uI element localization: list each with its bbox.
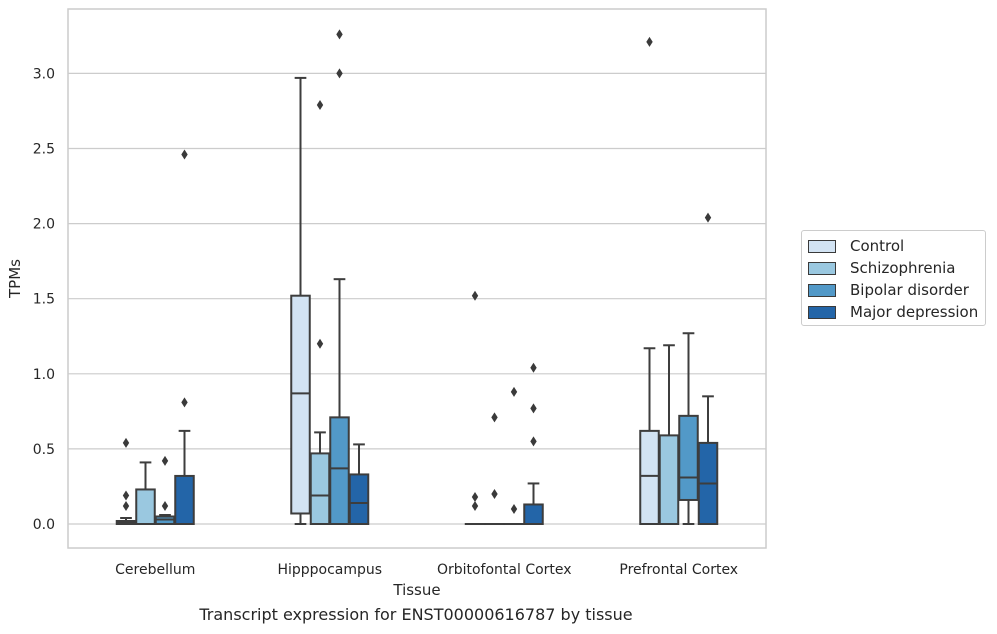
box-hipppocampus-schizophrenia-outlier-0 bbox=[316, 338, 324, 349]
box-cerebellum-bipolar-disorder-outlier-0 bbox=[161, 500, 169, 511]
box-orbitofontal-cortex-schizophrenia-outlier-1 bbox=[491, 412, 498, 423]
x-tick-label-orbitofontal-cortex: Orbitofontal Cortex bbox=[437, 562, 572, 578]
box-prefrontal-cortex-control-iqr bbox=[639, 429, 660, 526]
legend-label-major-depression: Major depression bbox=[850, 303, 979, 321]
box-orbitofontal-cortex-bipolar-disorder-outlier-1 bbox=[510, 386, 518, 397]
box-orbitofontal-cortex-bipolar-disorder-outlier-0 bbox=[510, 503, 518, 514]
legend-item-major-depression: Major depression bbox=[808, 301, 978, 323]
x-tick-label-prefrontal-cortex: Prefrontal Cortex bbox=[619, 562, 738, 578]
y-tick-label-5: 2.5 bbox=[33, 142, 55, 158]
box-hipppocampus-major-depression bbox=[348, 443, 370, 525]
box-prefrontal-cortex-schizophrenia-iqr bbox=[658, 434, 680, 525]
y-tick-label-4: 2.0 bbox=[33, 217, 55, 233]
x-tick-label-cerebellum: Cerebellum bbox=[115, 562, 195, 578]
box-orbitofontal-cortex-major-depression-outlier-2 bbox=[530, 362, 537, 373]
legend-item-control: Control bbox=[808, 235, 904, 257]
legend-swatch-bipolar-disorder bbox=[808, 283, 836, 297]
y-tick-label-1: 0.5 bbox=[33, 442, 55, 458]
box-orbitofontal-cortex-major-depression-outlier-1 bbox=[530, 403, 537, 414]
y-tick-label-6: 3.0 bbox=[33, 66, 55, 82]
box-hipppocampus-bipolar-disorder-outlier-0 bbox=[336, 68, 343, 79]
box-cerebellum-schizophrenia-iqr bbox=[135, 488, 156, 526]
box-orbitofontal-cortex-schizophrenia bbox=[484, 412, 505, 526]
box-orbitofontal-cortex-control-outlier-0 bbox=[471, 500, 479, 511]
box-prefrontal-cortex-control bbox=[639, 36, 660, 526]
y-tick-label-3: 1.5 bbox=[33, 292, 55, 308]
box-orbitofontal-cortex-major-depression-iqr bbox=[523, 503, 544, 525]
box-prefrontal-cortex-major-depression-outlier-0 bbox=[704, 212, 712, 223]
y-tick-label-2: 1.0 bbox=[33, 367, 55, 383]
box-cerebellum-bipolar-disorder-outlier-1 bbox=[161, 455, 169, 466]
box-cerebellum-control-outlier-0 bbox=[122, 500, 130, 511]
box-cerebellum-major-depression-iqr bbox=[174, 474, 195, 526]
box-cerebellum-major-depression-outlier-1 bbox=[181, 149, 188, 160]
box-cerebellum-control bbox=[115, 437, 137, 525]
plot-frame bbox=[67, 8, 767, 549]
box-orbitofontal-cortex-control-outlier-1 bbox=[471, 491, 479, 502]
box-cerebellum-control-outlier-1 bbox=[122, 490, 130, 501]
legend: Control Schizophrenia Bipolar disorder M… bbox=[801, 230, 986, 326]
box-orbitofontal-cortex-control-outlier-2 bbox=[471, 290, 479, 301]
box-cerebellum-bipolar-disorder bbox=[154, 455, 176, 525]
box-hipppocampus-bipolar-disorder-iqr bbox=[329, 416, 350, 525]
box-orbitofontal-cortex-major-depression-outlier-0 bbox=[530, 436, 537, 447]
legend-item-schizophrenia: Schizophrenia bbox=[808, 257, 955, 279]
box-hipppocampus-bipolar-disorder-outlier-1 bbox=[336, 29, 343, 40]
legend-swatch-control bbox=[808, 239, 836, 253]
box-prefrontal-cortex-major-depression bbox=[697, 212, 719, 525]
chart-caption: Transcript expression for ENST0000061678… bbox=[199, 605, 633, 624]
box-cerebellum-schizophrenia bbox=[135, 461, 156, 526]
box-cerebellum-control-outlier-2 bbox=[122, 437, 130, 448]
x-axis-title: Tissue bbox=[392, 581, 440, 599]
box-prefrontal-cortex-control-outlier-0 bbox=[646, 36, 653, 47]
box-hipppocampus-schizophrenia-iqr bbox=[309, 452, 331, 526]
box-prefrontal-cortex-bipolar-disorder-iqr bbox=[678, 414, 699, 501]
box-hipppocampus-bipolar-disorder bbox=[329, 29, 350, 525]
legend-swatch-major-depression bbox=[808, 305, 836, 319]
box-orbitofontal-cortex-schizophrenia-outlier-0 bbox=[491, 488, 498, 499]
box-hipppocampus-major-depression-iqr bbox=[348, 473, 370, 525]
legend-swatch-schizophrenia bbox=[808, 261, 836, 275]
box-cerebellum-major-depression bbox=[174, 149, 195, 526]
box-hipppocampus-schizophrenia-outlier-1 bbox=[316, 99, 324, 110]
x-tick-label-hipppocampus: Hipppocampus bbox=[277, 562, 382, 578]
box-cerebellum-major-depression-outlier-0 bbox=[181, 397, 188, 408]
legend-label-bipolar-disorder: Bipolar disorder bbox=[850, 281, 969, 299]
legend-label-schizophrenia: Schizophrenia bbox=[850, 259, 956, 277]
y-tick-label-0: 0.0 bbox=[33, 517, 55, 533]
box-hipppocampus-control-iqr bbox=[290, 294, 311, 515]
legend-item-bipolar-disorder: Bipolar disorder bbox=[808, 279, 969, 301]
box-orbitofontal-cortex-major-depression bbox=[523, 362, 544, 525]
legend-label-control: Control bbox=[850, 237, 905, 255]
y-axis-title: TPMs bbox=[6, 259, 24, 299]
box-hipppocampus-control bbox=[290, 76, 311, 525]
